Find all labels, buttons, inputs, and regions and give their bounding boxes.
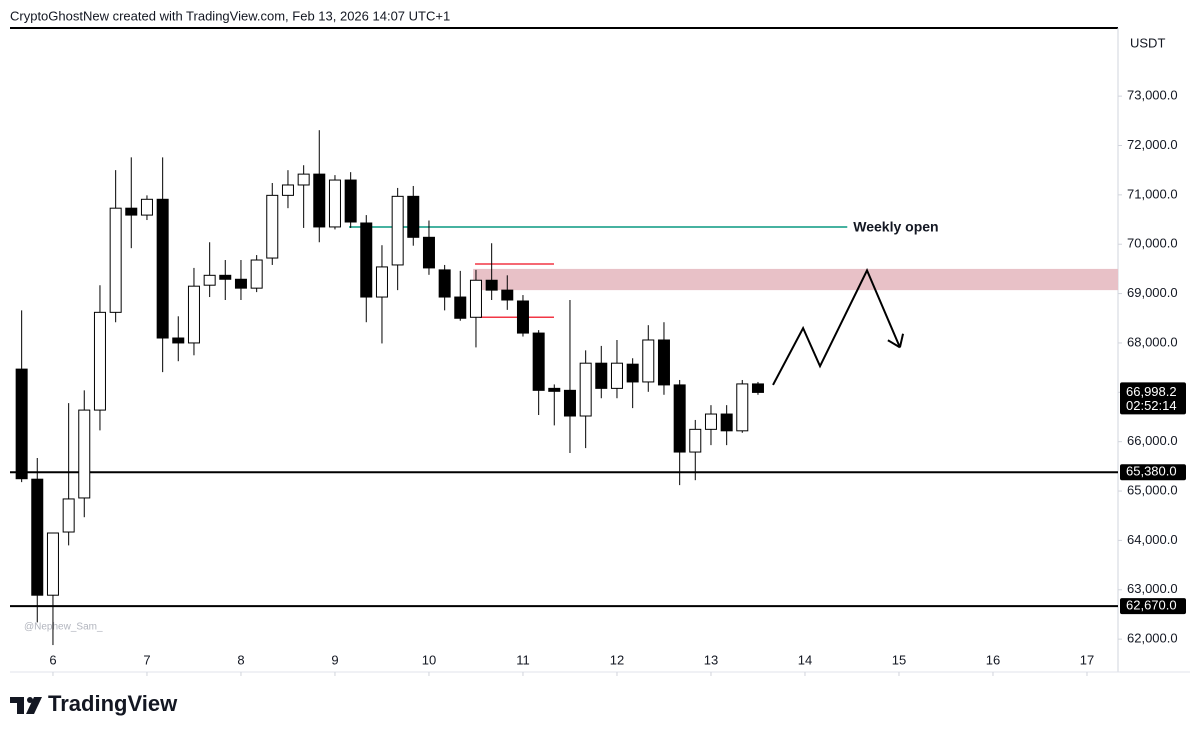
candle-body (140, 198, 153, 216)
countdown: 02:52:14 (1126, 398, 1177, 413)
x-tick-label: 8 (237, 652, 244, 667)
candle-body (360, 222, 373, 298)
candle-body (391, 195, 404, 266)
candle-body (501, 289, 514, 301)
y-tick-label: 73,000.0 (1127, 88, 1178, 103)
currency: USDT (1130, 35, 1165, 50)
candle-body (109, 207, 122, 313)
weekly-open-label: Weekly open (853, 219, 938, 235)
candle-body (219, 274, 232, 280)
candle-body (595, 362, 608, 389)
candle-body (203, 274, 216, 286)
level-label: 65,380.0 (1126, 464, 1177, 479)
y-tick-label: 69,000.0 (1127, 285, 1178, 300)
candle-body (704, 413, 717, 430)
candle-body (266, 194, 279, 259)
candle-body (516, 300, 529, 334)
x-tick-label: 9 (331, 652, 338, 667)
candle-body (297, 173, 310, 186)
current-price-box (1120, 382, 1186, 415)
x-tick-label: 14 (798, 652, 812, 667)
candle-body (438, 269, 451, 298)
candle-body (31, 478, 44, 596)
candle-body (579, 362, 592, 417)
supply-zone (473, 268, 1118, 291)
arrow-head (887, 339, 901, 349)
candle-body (344, 179, 357, 223)
candle-body (125, 207, 138, 216)
candle-body (93, 311, 106, 411)
candle-body (422, 236, 435, 269)
candle-body (156, 198, 169, 339)
level-label-box (1120, 598, 1186, 615)
x-tick-label: 10 (422, 652, 436, 667)
candle-body (563, 389, 576, 417)
candle-body (15, 368, 28, 480)
x-tick-label: 6 (49, 652, 56, 667)
header: CryptoGhostNew created with TradingView.… (10, 8, 450, 23)
candle-body (328, 179, 341, 228)
y-tick-label: 62,000.0 (1127, 631, 1178, 646)
candle-body (657, 339, 670, 386)
x-tick-label: 11 (516, 652, 530, 667)
candle-body (234, 278, 247, 289)
candle-body (751, 383, 764, 393)
arrow-head (898, 333, 905, 348)
candle-body (548, 387, 561, 392)
candle-body (469, 279, 482, 318)
x-tick-label: 15 (892, 652, 906, 667)
x-tick-label: 17 (1080, 652, 1094, 667)
projection-path (772, 267, 901, 386)
y-tick-label: 68,000.0 (1127, 334, 1178, 349)
level-label-box (1120, 464, 1186, 481)
candle-body (736, 383, 749, 432)
current-price-label: 66,998.2 (1126, 384, 1177, 399)
x-tick-label: 12 (610, 652, 624, 667)
candle-body (78, 409, 91, 499)
y-tick-label: 70,000.0 (1127, 236, 1178, 251)
candle-body (610, 362, 623, 389)
candle-body (250, 259, 263, 289)
x-tick-label: 16 (986, 652, 1000, 667)
candle-body (407, 195, 420, 238)
brand: TradingView (48, 691, 178, 716)
candle-body (642, 339, 655, 383)
candle-body (532, 332, 545, 391)
candle-body (375, 266, 388, 298)
y-tick-label: 64,000.0 (1127, 532, 1178, 547)
candle-body (62, 498, 75, 533)
x-tick-label: 7 (143, 652, 150, 667)
candle-body (720, 413, 733, 432)
y-tick-label: 63,000.0 (1127, 581, 1178, 596)
candle-body (454, 296, 467, 319)
logo (10, 697, 42, 714)
candle-body (313, 173, 326, 228)
y-tick-label: 66,000.0 (1127, 433, 1178, 448)
candle-body (46, 532, 59, 596)
x-tick-label: 13 (704, 652, 718, 667)
y-tick-label: 72,000.0 (1127, 137, 1178, 152)
candle-body (689, 428, 702, 453)
candle-body (281, 184, 294, 196)
watermark: @Nephew_Sam_ (24, 622, 103, 633)
y-tick-label: 71,000.0 (1127, 186, 1178, 201)
candle-body (172, 337, 185, 344)
candle-body (673, 384, 686, 453)
candle-body (485, 279, 498, 291)
y-tick-label: 65,000.0 (1127, 482, 1178, 497)
level-label: 62,670.0 (1126, 598, 1177, 613)
candle-body (187, 285, 200, 344)
candle-body (626, 363, 639, 383)
